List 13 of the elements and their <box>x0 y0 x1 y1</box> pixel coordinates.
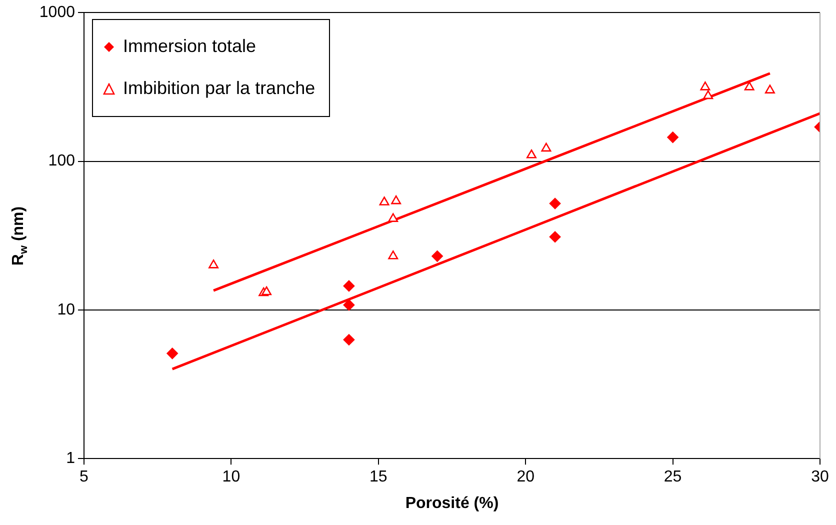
x-tick-label: 30 <box>811 468 829 486</box>
y-tick-label: 1 <box>66 450 76 468</box>
x-tick-label: 25 <box>664 468 682 486</box>
legend-label: Immersion totale <box>123 36 256 58</box>
x-tick-label: 10 <box>222 468 240 486</box>
x-axis-title: Porosité (%) <box>405 494 499 512</box>
y-tick-label: 10 <box>57 301 76 318</box>
x-tick-label: 15 <box>370 468 388 486</box>
x-tick-label: 20 <box>516 468 535 486</box>
y-tick-label: 100 <box>48 152 76 170</box>
x-tick-label: 5 <box>80 468 89 486</box>
y-tick-label: 1000 <box>39 4 76 22</box>
legend-label: Imbibition par la tranche <box>123 78 316 100</box>
